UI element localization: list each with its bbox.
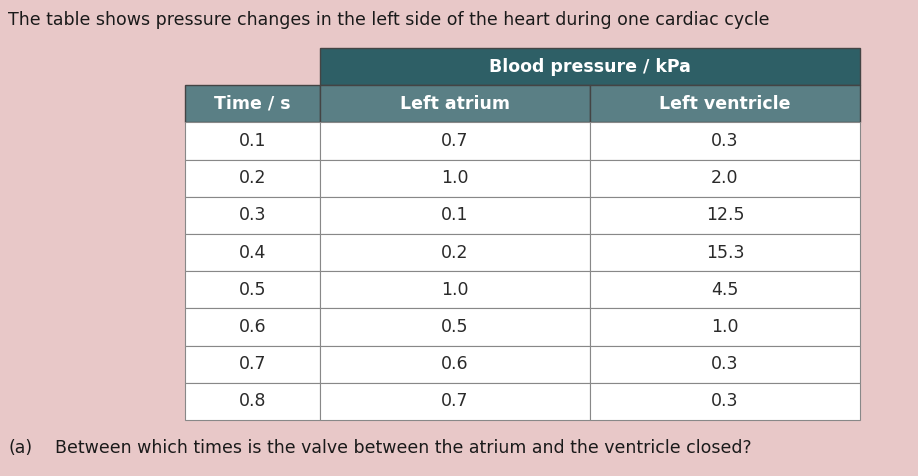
Bar: [590, 197, 860, 234]
Bar: [185, 346, 320, 383]
Text: Time / s: Time / s: [214, 95, 291, 113]
Text: 0.3: 0.3: [711, 355, 739, 373]
Bar: [320, 383, 590, 420]
Bar: [590, 346, 860, 383]
Text: Left atrium: Left atrium: [400, 95, 510, 113]
Text: 0.7: 0.7: [239, 355, 266, 373]
Text: 0.1: 0.1: [442, 207, 469, 224]
Bar: [590, 122, 860, 159]
Bar: [590, 159, 860, 197]
Bar: [320, 271, 590, 308]
Text: 1.0: 1.0: [711, 318, 739, 336]
Text: 0.4: 0.4: [239, 244, 266, 262]
Bar: [590, 271, 860, 308]
Text: 4.5: 4.5: [711, 281, 739, 299]
Text: 2.0: 2.0: [711, 169, 739, 187]
Bar: [320, 197, 590, 234]
Bar: [185, 85, 320, 122]
Bar: [590, 85, 860, 122]
Text: 0.1: 0.1: [239, 132, 266, 150]
Text: 0.5: 0.5: [239, 281, 266, 299]
Bar: [185, 122, 320, 159]
Text: 12.5: 12.5: [706, 207, 744, 224]
Bar: [590, 383, 860, 420]
Text: 0.3: 0.3: [711, 392, 739, 410]
Text: 0.7: 0.7: [442, 132, 469, 150]
Bar: [320, 346, 590, 383]
Text: 0.5: 0.5: [442, 318, 469, 336]
Bar: [185, 197, 320, 234]
Bar: [320, 234, 590, 271]
Bar: [590, 234, 860, 271]
Bar: [320, 159, 590, 197]
Bar: [185, 308, 320, 346]
Text: The table shows pressure changes in the left side of the heart during one cardia: The table shows pressure changes in the …: [8, 11, 769, 29]
Text: Between which times is the valve between the atrium and the ventricle closed?: Between which times is the valve between…: [55, 439, 752, 457]
Text: 0.3: 0.3: [239, 207, 266, 224]
Bar: [320, 85, 590, 122]
Bar: [185, 159, 320, 197]
Bar: [185, 383, 320, 420]
Bar: [320, 122, 590, 159]
Bar: [320, 308, 590, 346]
Text: 1.0: 1.0: [442, 169, 469, 187]
Text: 1.0: 1.0: [442, 281, 469, 299]
Text: 0.2: 0.2: [442, 244, 469, 262]
Bar: [185, 271, 320, 308]
Text: Blood pressure / kPa: Blood pressure / kPa: [489, 58, 691, 76]
Text: 0.2: 0.2: [239, 169, 266, 187]
Text: 0.8: 0.8: [239, 392, 266, 410]
Text: (a): (a): [8, 439, 32, 457]
Text: 0.7: 0.7: [442, 392, 469, 410]
Text: 0.6: 0.6: [239, 318, 266, 336]
Text: 0.6: 0.6: [442, 355, 469, 373]
Bar: [590, 308, 860, 346]
Bar: [185, 234, 320, 271]
Text: Left ventricle: Left ventricle: [659, 95, 790, 113]
Bar: [320, 48, 860, 85]
Text: 15.3: 15.3: [706, 244, 744, 262]
Text: 0.3: 0.3: [711, 132, 739, 150]
